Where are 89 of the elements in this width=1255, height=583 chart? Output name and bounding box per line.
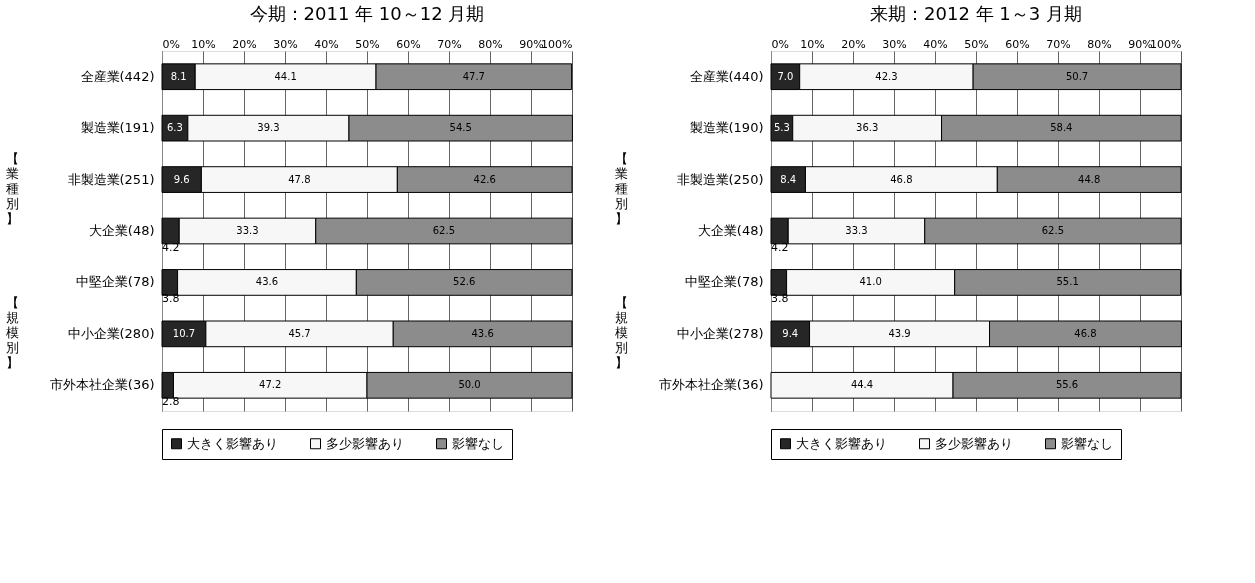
- x-tick-label: 90%: [519, 37, 544, 51]
- y-tick-label: 大企業(48): [697, 223, 764, 238]
- data-label: 55.6: [1055, 379, 1079, 391]
- text: 【規模別】: [5, 295, 19, 370]
- data-label: 43.9: [888, 327, 911, 339]
- legend-label: 大きく影響あり: [796, 435, 887, 451]
- x-tick-label: 0%: [162, 37, 180, 51]
- data-label: 41.0: [859, 276, 882, 288]
- data-label: 46.8: [890, 173, 913, 185]
- data-label: 54.5: [449, 122, 472, 134]
- x-tick-label: 0%: [771, 37, 789, 51]
- x-tick-label: 20%: [232, 37, 257, 51]
- text: 【業種別】: [5, 151, 19, 226]
- data-label: 7.0: [777, 70, 794, 82]
- text: 【業種別】: [614, 151, 628, 226]
- data-label: 50.7: [1065, 70, 1089, 82]
- data-label: 44.8: [1078, 173, 1101, 185]
- data-label: 39.3: [257, 122, 280, 134]
- y-tick-label: 中堅企業(78): [75, 274, 155, 290]
- x-tick-label: 20%: [841, 37, 866, 51]
- data-label: 62.5: [432, 225, 456, 236]
- legend-label: 多少影響あり: [935, 435, 1013, 451]
- y-tick-label: 中堅企業(78): [684, 274, 764, 290]
- data-label: 36.3: [856, 122, 879, 134]
- data-label: 5.3: [773, 122, 790, 134]
- data-label: 44.4: [850, 379, 874, 391]
- data-label: 33.3: [845, 225, 868, 236]
- x-tick-label: 10%: [800, 37, 825, 51]
- x-tick-label: 100%: [1150, 37, 1182, 51]
- x-tick-label: 40%: [314, 37, 339, 51]
- x-tick-label: 30%: [273, 37, 298, 51]
- data-label: 43.6: [255, 276, 279, 288]
- y-tick-label: 製造業(191): [80, 120, 155, 136]
- data-label: 6.3: [166, 122, 183, 134]
- data-label: 47.8: [288, 173, 311, 185]
- y-tick-label: 全産業(440): [689, 68, 764, 84]
- x-tick-label: 100%: [541, 37, 573, 51]
- data-label: 4.2: [771, 241, 789, 254]
- x-tick-label: 60%: [1005, 37, 1030, 51]
- data-label: 3.8: [162, 292, 180, 306]
- legend-label: 影響なし: [1061, 435, 1113, 451]
- data-label: 46.8: [1074, 327, 1097, 339]
- data-label: 8.4: [780, 173, 797, 185]
- x-tick-label: 90%: [1128, 37, 1153, 51]
- data-label: 58.4: [1050, 122, 1073, 134]
- y-tick-label: 市外本社企業(36): [49, 377, 155, 393]
- y-tick-label: 中小企業(278): [676, 325, 764, 341]
- data-label: 45.7: [288, 327, 311, 339]
- data-label: 4.2: [162, 241, 180, 254]
- y-tick-label: 非製造業(251): [67, 171, 155, 187]
- y-tick-label: 中小企業(280): [67, 325, 155, 341]
- data-label: 42.6: [473, 173, 496, 185]
- data-label: 47.7: [462, 70, 485, 82]
- legend-label: 多少影響あり: [326, 435, 404, 451]
- data-label: 3.8: [771, 292, 789, 306]
- data-label: 10.7: [172, 327, 196, 339]
- x-tick-label: 80%: [478, 37, 503, 51]
- data-label: 44.1: [274, 70, 297, 82]
- y-tick-label: 製造業(190): [689, 120, 764, 136]
- x-tick-label: 50%: [355, 37, 380, 51]
- data-label: 52.6: [453, 276, 476, 288]
- legend-label: 大きく影響あり: [187, 435, 278, 451]
- data-label: 62.5: [1041, 225, 1065, 236]
- data-label: 43.6: [471, 327, 494, 339]
- x-tick-label: 70%: [1046, 37, 1071, 51]
- x-tick-label: 30%: [882, 37, 907, 51]
- data-label: 55.1: [1056, 276, 1079, 288]
- data-label: 9.6: [173, 173, 190, 185]
- y-tick-label: 市外本社企業(36): [658, 377, 764, 393]
- data-label: 2.8: [162, 395, 180, 409]
- data-label: 42.3: [875, 70, 898, 82]
- data-label: 8.1: [170, 70, 187, 82]
- x-tick-label: 80%: [1087, 37, 1112, 51]
- y-tick-label: 大企業(48): [88, 223, 155, 238]
- x-tick-label: 10%: [191, 37, 216, 51]
- y-tick-label: 非製造業(250): [676, 171, 764, 187]
- data-label: 50.0: [458, 379, 481, 391]
- chart-title: 今期：2011 年 10～12 月期: [249, 3, 485, 24]
- chart-title: 来期：2012 年 1～3 月期: [870, 3, 1082, 24]
- x-tick-label: 40%: [923, 37, 948, 51]
- x-tick-label: 70%: [437, 37, 462, 51]
- data-label: 9.4: [782, 327, 799, 339]
- x-tick-label: 60%: [396, 37, 421, 51]
- legend-label: 影響なし: [452, 435, 504, 451]
- data-label: 33.3: [236, 225, 259, 236]
- data-label: 47.2: [259, 379, 282, 391]
- y-tick-label: 全産業(442): [80, 68, 155, 84]
- x-tick-label: 50%: [964, 37, 989, 51]
- text: 【規模別】: [614, 295, 628, 370]
